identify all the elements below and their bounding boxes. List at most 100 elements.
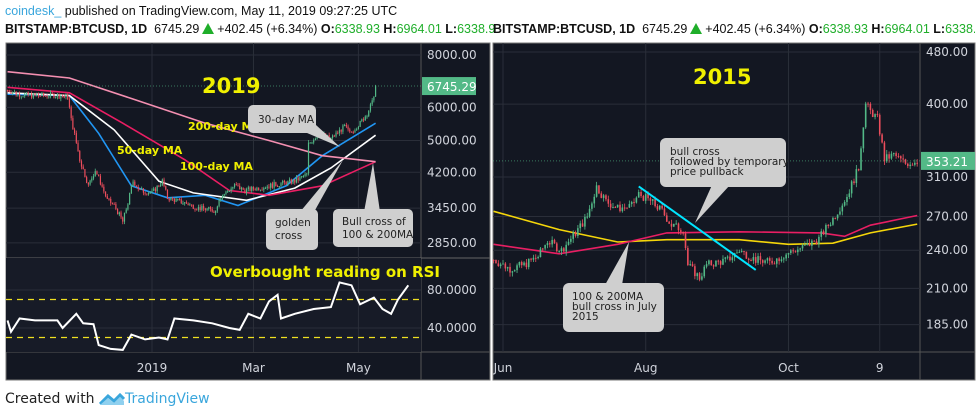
candle-body [75, 133, 77, 143]
candle-body [509, 266, 511, 273]
candle-body [278, 186, 280, 188]
candle-body [495, 260, 497, 264]
trendline[interactable] [638, 185, 757, 271]
candle-body [825, 224, 827, 235]
svg-text:Bull cross of: Bull cross of [342, 216, 406, 228]
candle-body [18, 93, 21, 97]
candle-body [48, 96, 50, 98]
candle-body [680, 230, 682, 232]
tradingview-cloud-icon [98, 392, 126, 406]
candle-body [208, 207, 210, 209]
candle-body [577, 228, 579, 236]
candle-body [235, 184, 237, 186]
candle-body [340, 129, 342, 132]
candle-body [848, 193, 851, 198]
candle-body [588, 208, 591, 217]
candle-body [642, 196, 645, 201]
candle-body [67, 94, 69, 99]
candle-body [347, 126, 349, 130]
candle-body [820, 231, 823, 237]
open-value: 6338.93 [822, 22, 868, 36]
candle-body [506, 266, 509, 269]
candle-body [120, 212, 122, 218]
right-symbol-info: BITSTAMP:BTCUSD, 1D 6745.29 +402.45 (+6.3… [493, 22, 975, 36]
candle-body [218, 199, 220, 207]
candle-body [55, 96, 57, 98]
candle-body [602, 195, 605, 198]
candle-body [297, 177, 299, 181]
low-label: L: [445, 22, 458, 36]
candle-body [280, 183, 282, 187]
low-value: 6338.9 [945, 22, 975, 36]
candle-body [687, 248, 689, 265]
candle-body [313, 140, 315, 143]
price-tick-label: 240.00 [926, 243, 968, 257]
candle-body [144, 192, 146, 194]
candle-body [691, 264, 694, 267]
candle-body [166, 189, 169, 199]
candle-body [790, 250, 792, 253]
publisher-link[interactable]: coindesk_ [5, 4, 62, 18]
svg-text:cross: cross [275, 230, 302, 242]
last-price-badge [921, 151, 975, 170]
candle-body [115, 204, 117, 209]
candle-body [892, 153, 895, 155]
candle-body [822, 231, 825, 235]
callout-bull-cross: Bull cross of 100 & 200MA [333, 163, 414, 247]
candle-body [518, 262, 521, 266]
candle-body [294, 179, 296, 183]
candle-body [170, 197, 172, 201]
candle-body [129, 193, 131, 205]
candle-body [106, 196, 108, 199]
candle-body [670, 223, 673, 227]
candle-body [165, 186, 167, 190]
open-value: 6338.93 [334, 22, 380, 36]
svg-text:followed by temporary: followed by temporary [670, 156, 789, 168]
candle-body [797, 249, 799, 253]
rsi-tick-label: 40.0000 [427, 321, 477, 335]
candle-body [37, 94, 40, 96]
candle-body [168, 198, 170, 201]
candle-body [895, 153, 897, 157]
candle-body [689, 264, 691, 266]
candle-body [513, 270, 516, 272]
candle-body [135, 185, 138, 188]
candle-body [560, 248, 563, 252]
candle-body [221, 195, 224, 199]
symbol: BITSTAMP:BTCUSD, 1D [493, 22, 636, 36]
candle-body [743, 251, 745, 253]
candle-body [712, 265, 715, 267]
candle-body [878, 114, 881, 135]
candle-body [141, 188, 143, 190]
candle-body [673, 223, 675, 227]
candle-body [196, 209, 198, 211]
candle-body [811, 240, 813, 246]
candle-body [527, 258, 530, 268]
candle-body [172, 197, 174, 199]
candle-body [916, 162, 918, 164]
candle-body [357, 126, 359, 130]
candle-body [275, 182, 277, 187]
candle-body [623, 207, 626, 209]
change: +402.45 (+6.34%) [705, 22, 806, 36]
candle-body [89, 180, 91, 185]
candle-body [801, 245, 804, 249]
candle-body [888, 154, 890, 159]
candle-body [761, 260, 764, 263]
candle-body [813, 240, 816, 242]
candle-body [539, 248, 542, 258]
candle-body [36, 94, 38, 96]
candle-body [287, 180, 289, 185]
svg-text:bull cross in July: bull cross in July [572, 301, 657, 313]
candle-body [745, 251, 748, 259]
ma-line-100ma [493, 214, 918, 255]
tradingview-link[interactable]: TradingView [125, 391, 210, 407]
candle-body [775, 258, 778, 264]
candle-body [58, 94, 60, 99]
price-tick-label: 310.00 [926, 170, 968, 184]
candle-body [209, 207, 212, 209]
candle-body [242, 187, 244, 190]
ma-line-50-day-ma [7, 92, 377, 202]
price-tick-label: 4200.00 [427, 165, 477, 179]
candle-body [600, 193, 603, 198]
